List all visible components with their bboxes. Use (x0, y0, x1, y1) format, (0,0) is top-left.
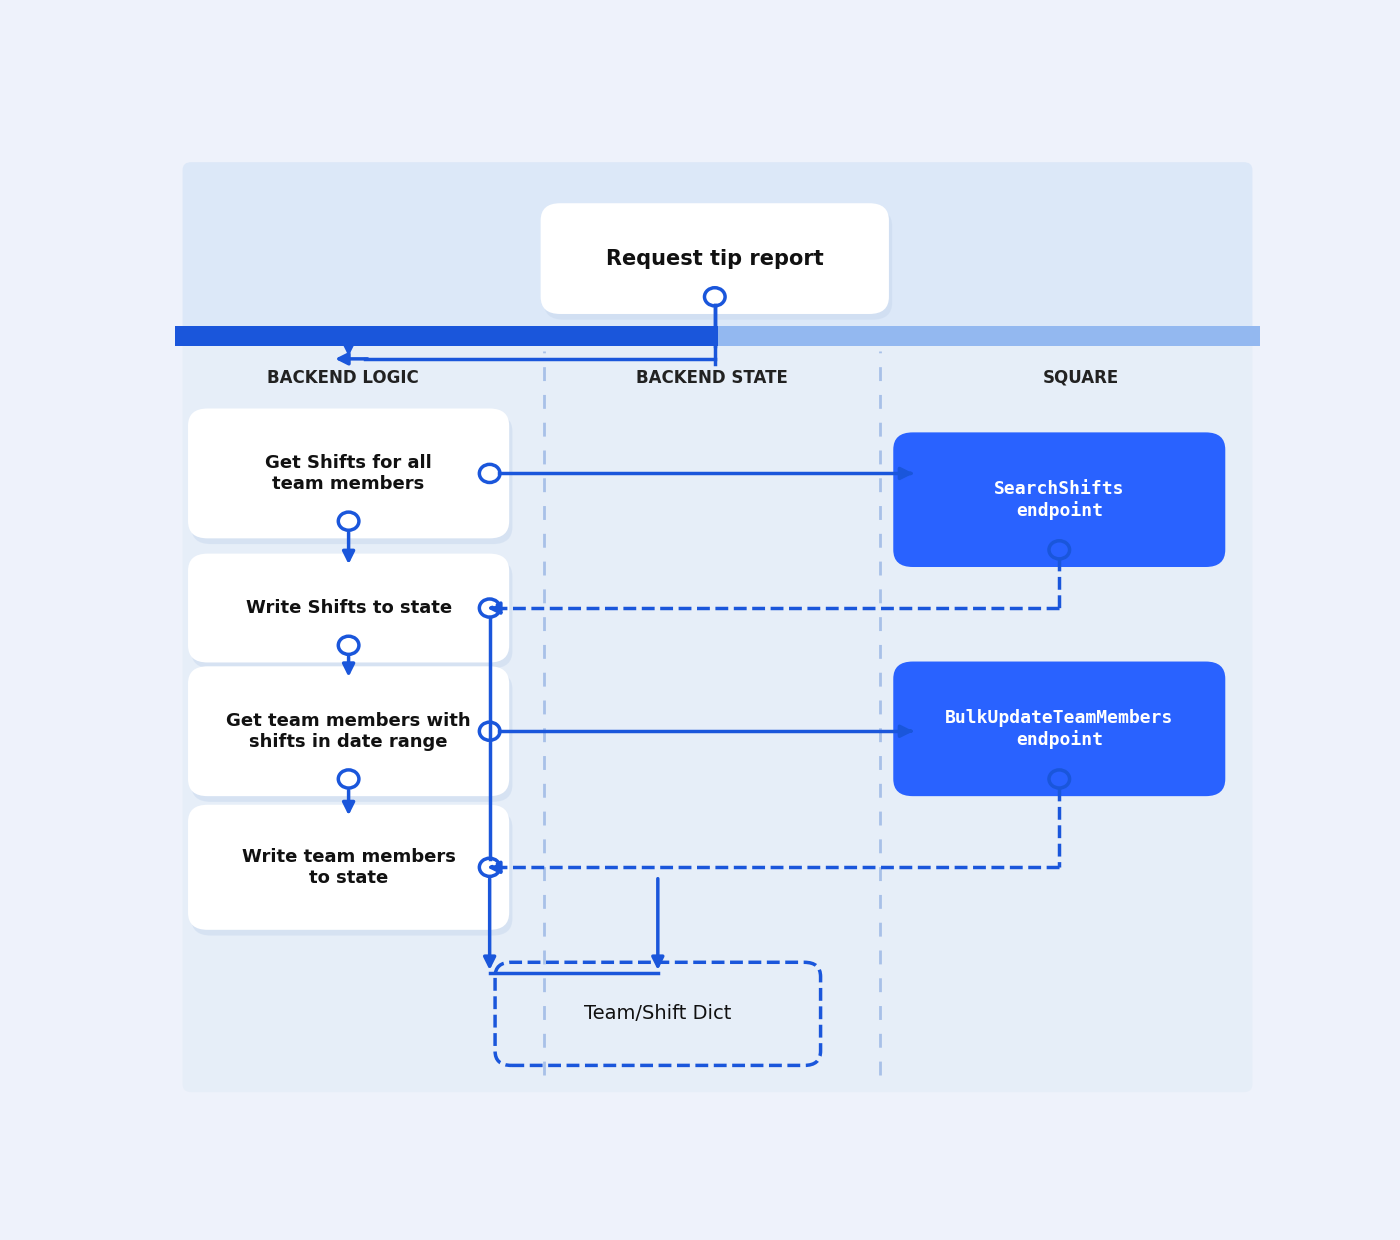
FancyBboxPatch shape (893, 433, 1225, 567)
FancyBboxPatch shape (182, 162, 1253, 340)
Text: Write team members
to state: Write team members to state (242, 848, 455, 887)
Text: Get team members with
shifts in date range: Get team members with shifts in date ran… (227, 712, 470, 750)
Text: SearchShifts
endpoint: SearchShifts endpoint (994, 480, 1124, 520)
Bar (175, 326, 717, 346)
Text: Write Shifts to state: Write Shifts to state (245, 599, 452, 618)
FancyBboxPatch shape (182, 337, 1253, 1092)
FancyBboxPatch shape (893, 661, 1225, 796)
FancyBboxPatch shape (188, 408, 510, 538)
FancyBboxPatch shape (540, 203, 889, 314)
Text: Get Shifts for all
team members: Get Shifts for all team members (265, 454, 433, 492)
FancyBboxPatch shape (188, 666, 510, 796)
Text: Request tip report: Request tip report (606, 248, 823, 269)
Text: Team/Shift Dict: Team/Shift Dict (584, 1004, 732, 1023)
Text: CLIENT: CLIENT (685, 216, 750, 234)
Text: BulkUpdateTeamMembers
endpoint: BulkUpdateTeamMembers endpoint (945, 709, 1173, 749)
Bar (717, 326, 1260, 346)
FancyBboxPatch shape (192, 811, 512, 935)
FancyBboxPatch shape (192, 672, 512, 802)
FancyBboxPatch shape (543, 210, 892, 320)
Text: BACKEND STATE: BACKEND STATE (636, 370, 788, 387)
Text: SQUARE: SQUARE (1043, 370, 1119, 387)
Bar (175, 332, 1260, 346)
FancyBboxPatch shape (188, 805, 510, 930)
FancyBboxPatch shape (192, 559, 512, 668)
FancyBboxPatch shape (192, 414, 512, 544)
Text: BACKEND LOGIC: BACKEND LOGIC (267, 370, 419, 387)
FancyBboxPatch shape (188, 553, 510, 662)
